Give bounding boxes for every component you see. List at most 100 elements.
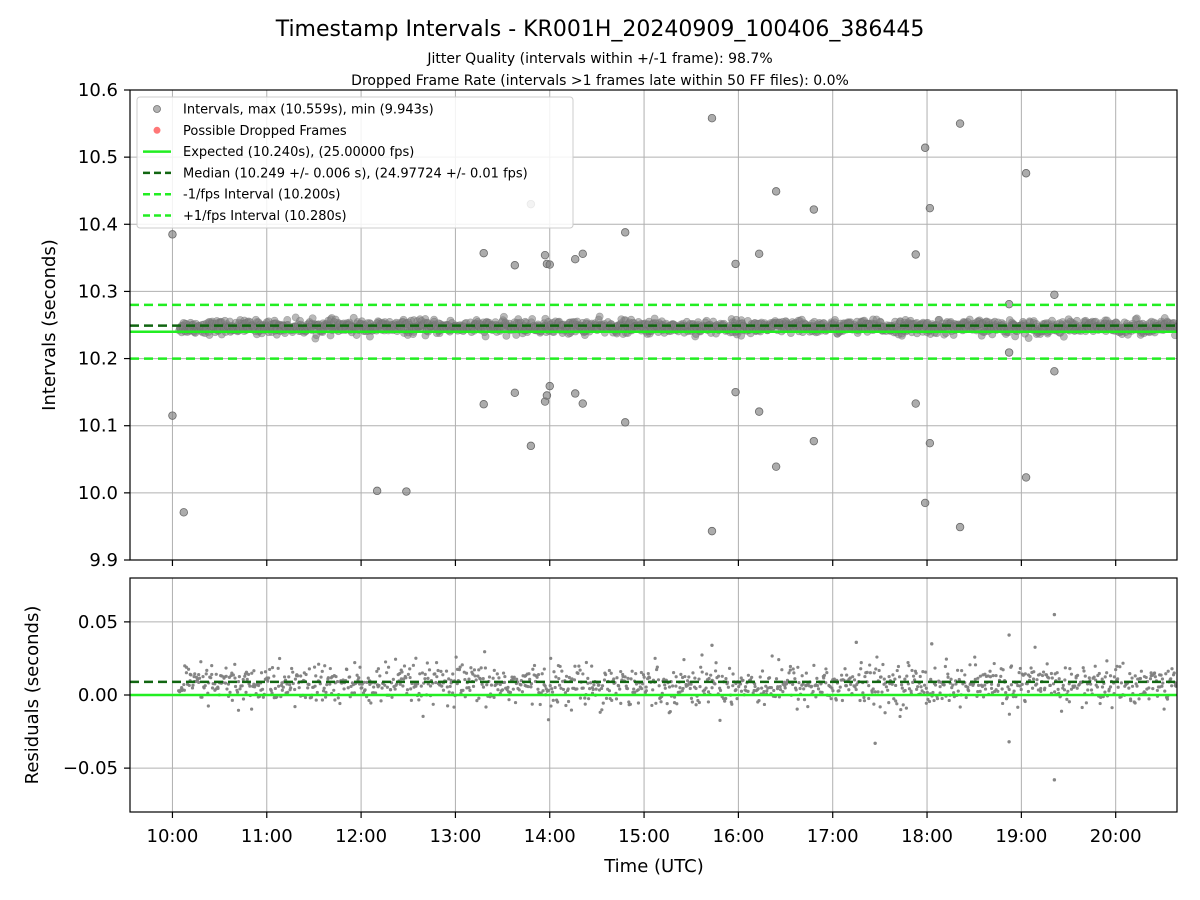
- data-point: [726, 685, 731, 689]
- data-point: [882, 677, 886, 681]
- data-point: [642, 675, 646, 679]
- x-tick-label: 13:00: [429, 826, 481, 847]
- data-point: [1149, 671, 1153, 675]
- data-point: [237, 674, 242, 679]
- data-point: [1012, 689, 1016, 693]
- data-point: [511, 687, 515, 691]
- data-point: [1020, 682, 1024, 686]
- data-point: [481, 332, 490, 341]
- data-point: [636, 701, 641, 705]
- x-tick-label: 17:00: [807, 826, 859, 847]
- data-point: [604, 696, 609, 700]
- data-point: [868, 663, 872, 667]
- data-point: [393, 657, 398, 661]
- data-point: [764, 684, 768, 688]
- data-point: [863, 674, 867, 679]
- data-point: [549, 704, 553, 708]
- data-point: [377, 683, 381, 688]
- data-point: [1031, 677, 1036, 681]
- data-point: [932, 698, 936, 703]
- data-point: [746, 673, 750, 677]
- outlier-point: [1004, 348, 1014, 357]
- data-point: [1069, 672, 1074, 676]
- data-point: [260, 687, 265, 691]
- data-point: [1100, 677, 1104, 681]
- data-point: [182, 682, 186, 687]
- data-point: [291, 670, 295, 674]
- data-point: [707, 676, 711, 681]
- data-point: [252, 669, 256, 673]
- data-point: [360, 686, 364, 690]
- data-point: [299, 674, 303, 678]
- data-point: [366, 676, 370, 680]
- data-point: [393, 687, 397, 691]
- data-point: [445, 685, 449, 689]
- data-point: [996, 689, 1000, 693]
- data-point: [439, 669, 443, 673]
- data-point: [900, 683, 904, 687]
- data-point: [667, 685, 672, 689]
- data-point: [675, 702, 679, 706]
- data-point: [976, 676, 980, 680]
- data-point: [629, 677, 633, 681]
- data-point: [840, 673, 844, 677]
- data-point: [968, 663, 972, 667]
- data-point: [447, 690, 451, 694]
- y-tick-label: 10.6: [78, 80, 118, 101]
- data-point: [777, 658, 781, 662]
- data-point: [328, 682, 332, 686]
- data-point: [1089, 688, 1094, 692]
- data-point: [558, 664, 562, 669]
- data-point: [634, 682, 639, 686]
- data-point: [1073, 684, 1077, 688]
- data-point: [314, 674, 318, 678]
- x-tick-label: 11:00: [241, 826, 293, 847]
- data-point: [727, 666, 732, 670]
- data-point: [497, 676, 501, 680]
- data-point: [236, 679, 241, 684]
- outlier-point: [571, 389, 580, 398]
- data-point: [737, 684, 741, 689]
- interval-points: [177, 612, 1177, 782]
- data-point: [542, 667, 546, 671]
- data-point: [671, 671, 676, 675]
- outlier-point: [578, 249, 587, 259]
- data-point: [665, 702, 669, 706]
- data-point: [1119, 681, 1123, 685]
- data-point: [854, 687, 858, 692]
- data-point: [527, 672, 531, 676]
- data-point: [280, 688, 284, 692]
- data-point: [949, 677, 953, 681]
- data-point: [404, 676, 408, 680]
- data-point: [269, 688, 273, 693]
- data-point: [879, 675, 883, 679]
- data-point: [556, 700, 560, 704]
- data-point: [210, 664, 214, 668]
- data-point: [241, 677, 245, 682]
- data-point: [988, 669, 992, 673]
- data-point: [800, 674, 804, 678]
- data-point: [304, 672, 308, 677]
- data-point: [1133, 674, 1137, 678]
- data-point: [724, 696, 728, 701]
- data-point: [650, 703, 654, 708]
- data-point: [617, 684, 621, 688]
- data-point: [216, 686, 220, 690]
- data-point: [639, 686, 644, 691]
- outlier-point: [710, 643, 714, 647]
- data-point: [419, 684, 423, 688]
- y-tick-label: 10.0: [78, 483, 118, 504]
- legend-label: Intervals, max (10.559s), min (9.943s): [183, 103, 434, 118]
- data-point: [743, 685, 748, 689]
- x-tick-label: 20:00: [1090, 826, 1142, 847]
- data-point: [630, 669, 634, 673]
- data-point: [881, 662, 885, 667]
- data-point: [578, 696, 583, 700]
- data-point: [561, 687, 566, 692]
- data-point: [899, 708, 903, 712]
- data-point: [955, 668, 960, 672]
- data-point: [798, 686, 802, 691]
- outlier-point: [621, 228, 630, 237]
- data-point: [847, 688, 851, 692]
- data-point: [796, 665, 800, 669]
